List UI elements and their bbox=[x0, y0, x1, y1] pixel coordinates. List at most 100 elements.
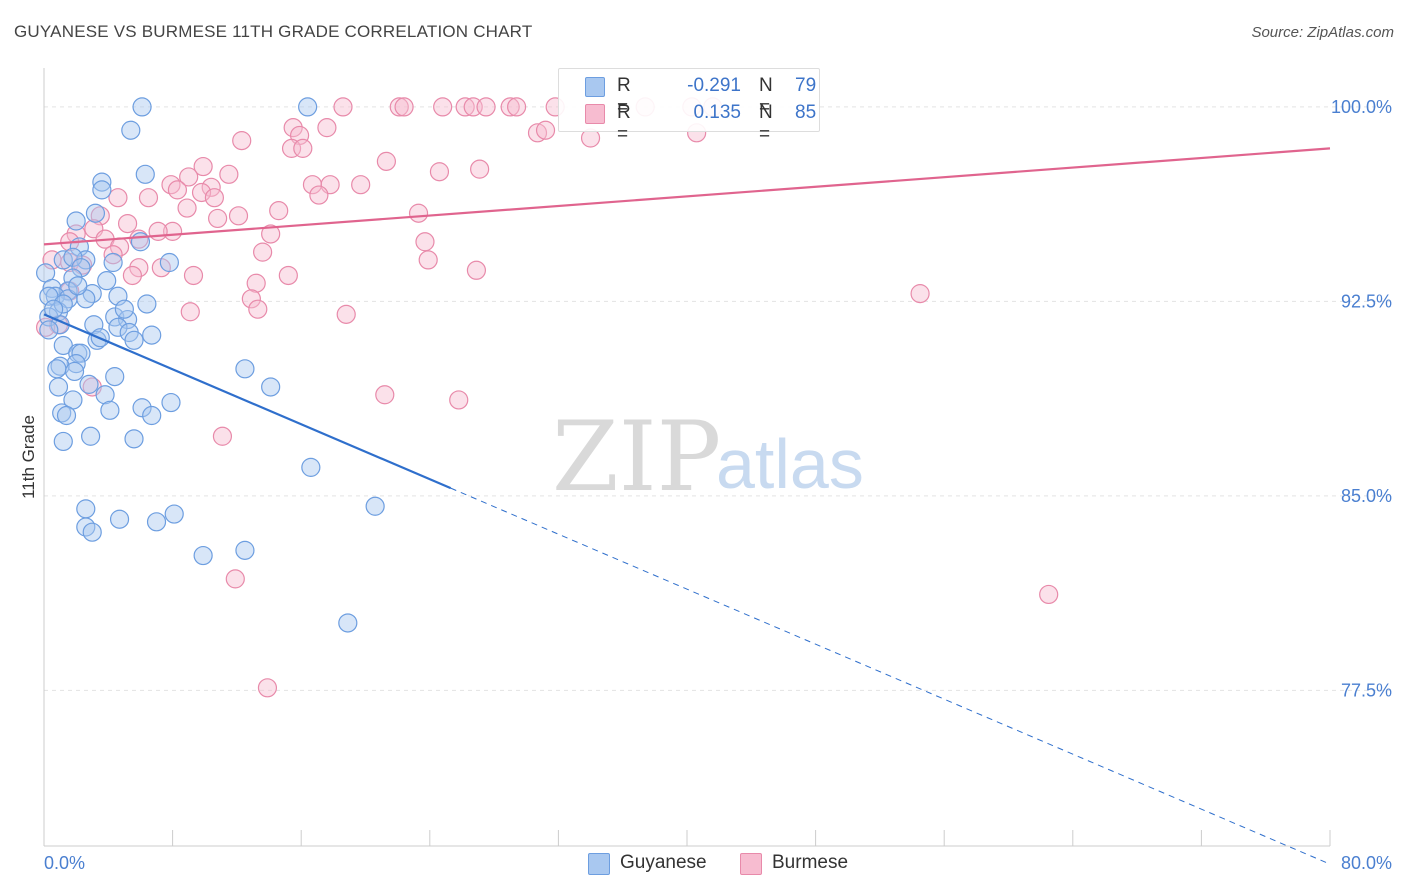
guyanese-point[interactable] bbox=[71, 343, 91, 363]
guyanese-point[interactable] bbox=[124, 330, 144, 350]
burmese-point[interactable] bbox=[261, 224, 281, 244]
guyanese-point[interactable] bbox=[50, 356, 70, 376]
burmese-point[interactable] bbox=[228, 206, 249, 226]
burmese-point[interactable] bbox=[408, 203, 429, 223]
guyanese-point[interactable] bbox=[48, 377, 69, 397]
guyanese-point[interactable] bbox=[92, 172, 112, 192]
burmese-point[interactable] bbox=[257, 678, 278, 698]
guyanese-point[interactable] bbox=[95, 385, 115, 405]
guyanese-point[interactable] bbox=[193, 545, 213, 566]
guyanese-point[interactable] bbox=[47, 359, 67, 379]
burmese-point[interactable] bbox=[180, 302, 200, 322]
guyanese-point[interactable] bbox=[159, 252, 179, 273]
burmese-point[interactable] bbox=[418, 250, 438, 270]
guyanese-point[interactable] bbox=[142, 405, 162, 426]
guyanese-point[interactable] bbox=[365, 496, 385, 516]
burmese-point[interactable] bbox=[449, 390, 469, 410]
burmese-point[interactable] bbox=[212, 426, 233, 446]
burmese-point[interactable] bbox=[193, 156, 213, 177]
guyanese-point[interactable] bbox=[164, 504, 184, 524]
guyanese-point[interactable] bbox=[132, 97, 152, 117]
guyanese-point[interactable] bbox=[85, 203, 106, 223]
guyanese-point[interactable] bbox=[135, 164, 155, 184]
burmese-point[interactable] bbox=[248, 299, 268, 319]
guyanese-point[interactable] bbox=[56, 405, 77, 426]
burmese-point[interactable] bbox=[183, 265, 204, 286]
burmese-point[interactable] bbox=[269, 201, 289, 221]
source-label[interactable]: Source: ZipAtlas.com bbox=[1251, 24, 1394, 41]
burmese-point[interactable] bbox=[455, 97, 475, 117]
guyanese-point[interactable] bbox=[137, 294, 157, 314]
burmese-point[interactable] bbox=[466, 260, 487, 280]
guyanese-point[interactable] bbox=[76, 517, 96, 537]
burmese-point[interactable] bbox=[535, 120, 556, 140]
burmese-point[interactable] bbox=[317, 118, 337, 138]
burmese-point[interactable] bbox=[470, 159, 490, 179]
burmese-point[interactable] bbox=[389, 97, 409, 117]
guyanese-point[interactable] bbox=[68, 276, 88, 296]
burmese-point[interactable] bbox=[283, 118, 303, 138]
guyanese-point[interactable] bbox=[261, 377, 281, 397]
burmese-point[interactable] bbox=[241, 289, 261, 309]
burmese-point[interactable] bbox=[219, 164, 239, 184]
burmese-point[interactable] bbox=[122, 265, 143, 286]
guyanese-point[interactable] bbox=[64, 361, 85, 382]
guyanese-point[interactable] bbox=[298, 97, 318, 117]
guyanese-point[interactable] bbox=[124, 429, 144, 449]
guyanese-point[interactable] bbox=[92, 180, 112, 200]
guyanese-point[interactable] bbox=[66, 354, 86, 374]
burmese-point[interactable] bbox=[336, 304, 356, 324]
guyanese-point[interactable] bbox=[76, 499, 96, 519]
burmese-point[interactable] bbox=[36, 317, 56, 337]
burmese-point[interactable] bbox=[108, 188, 128, 208]
guyanese-point[interactable] bbox=[301, 457, 321, 477]
bottom-legend-guyanese[interactable]: Guyanese bbox=[588, 852, 718, 876]
burmese-point[interactable] bbox=[177, 198, 197, 218]
burmese-point[interactable] bbox=[351, 175, 371, 195]
burmese-point[interactable] bbox=[161, 175, 181, 195]
guyanese-point[interactable] bbox=[146, 512, 167, 532]
burmese-point[interactable] bbox=[148, 221, 168, 241]
burmese-point[interactable] bbox=[246, 273, 266, 293]
guyanese-point[interactable] bbox=[63, 247, 83, 267]
burmese-point[interactable] bbox=[429, 162, 450, 182]
guyanese-point[interactable] bbox=[235, 359, 255, 379]
guyanese-point[interactable] bbox=[81, 426, 101, 446]
burmese-point[interactable] bbox=[500, 97, 520, 117]
burmese-point[interactable] bbox=[415, 232, 435, 252]
burmese-point[interactable] bbox=[394, 97, 414, 117]
burmese-point[interactable] bbox=[208, 208, 228, 229]
burmese-point[interactable] bbox=[204, 188, 224, 208]
guyanese-point[interactable] bbox=[100, 400, 120, 420]
guyanese-point[interactable] bbox=[71, 258, 91, 278]
burmese-point[interactable] bbox=[117, 214, 138, 234]
burmese-point[interactable] bbox=[433, 97, 453, 117]
guyanese-point[interactable] bbox=[79, 374, 99, 394]
guyanese-point[interactable] bbox=[39, 320, 59, 340]
burmese-point[interactable] bbox=[1039, 584, 1059, 605]
burmese-point[interactable] bbox=[333, 97, 353, 117]
burmese-point[interactable] bbox=[232, 131, 252, 151]
burmese-point[interactable] bbox=[476, 97, 496, 117]
burmese-point[interactable] bbox=[281, 138, 302, 158]
guyanese-point[interactable] bbox=[130, 232, 151, 252]
burmese-point[interactable] bbox=[507, 97, 527, 117]
guyanese-point[interactable] bbox=[109, 509, 130, 529]
guyanese-point[interactable] bbox=[53, 431, 73, 452]
guyanese-point[interactable] bbox=[82, 522, 102, 542]
burmese-point[interactable] bbox=[910, 284, 930, 304]
burmese-point[interactable] bbox=[278, 265, 298, 286]
guyanese-point[interactable] bbox=[53, 294, 73, 314]
burmese-point[interactable] bbox=[191, 182, 212, 203]
guyanese-point[interactable] bbox=[66, 211, 86, 231]
guyanese-point[interactable] bbox=[142, 325, 162, 345]
burmese-point[interactable] bbox=[376, 151, 396, 171]
guyanese-point[interactable] bbox=[105, 367, 125, 387]
guyanese-point[interactable] bbox=[108, 317, 128, 337]
guyanese-point[interactable] bbox=[42, 278, 62, 299]
burmese-point[interactable] bbox=[167, 180, 188, 200]
burmese-point[interactable] bbox=[309, 185, 329, 205]
burmese-point[interactable] bbox=[293, 138, 313, 158]
burmese-point[interactable] bbox=[103, 245, 123, 265]
guyanese-point[interactable] bbox=[121, 120, 141, 140]
